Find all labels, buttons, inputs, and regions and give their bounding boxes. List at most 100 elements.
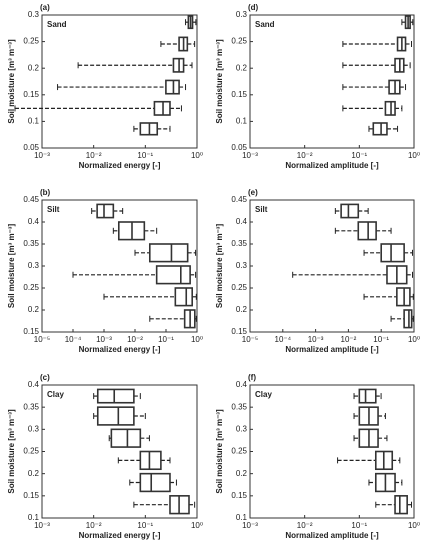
box: [358, 388, 377, 404]
x-tick-label: 10⁰: [191, 521, 203, 530]
x-tick-label: 10⁻³: [34, 151, 50, 160]
y-tick-label: 0.15: [231, 491, 247, 500]
y-tick-label: 0.1: [236, 513, 248, 522]
y-tick-label: 0.3: [28, 424, 40, 433]
y-tick-label: 0.4: [28, 217, 40, 226]
y-tick-label: 0.25: [231, 283, 247, 292]
panel-title: (a): [40, 3, 50, 12]
x-axis-label: Normalized energy [-]: [79, 161, 161, 170]
x-tick-label: 10⁻⁴: [65, 335, 82, 344]
y-tick-label: 0.25: [231, 447, 247, 456]
x-tick-label: 10⁻²: [86, 151, 102, 160]
y-axis-label: Soil moisture [m³ m⁻³]: [7, 409, 16, 494]
y-tick-label: 0.35: [23, 239, 39, 248]
y-tick-label: 0.4: [28, 380, 40, 389]
y-tick-label: 0.25: [23, 37, 39, 46]
panel-title: (c): [40, 373, 50, 382]
y-tick-label: 0.2: [28, 63, 40, 72]
y-tick-label: 0.1: [28, 117, 40, 126]
x-tick-label: 10⁰: [408, 335, 420, 344]
x-tick-label: 10⁻⁵: [34, 335, 50, 344]
x-tick-label: 10⁻¹: [137, 521, 153, 530]
x-axis-label: Normalized energy [-]: [79, 531, 161, 540]
y-tick-label: 0.2: [236, 63, 248, 72]
x-tick-label: 10⁰: [191, 335, 203, 344]
x-tick-label: 10⁻¹: [137, 151, 153, 160]
panel-title: (f): [248, 373, 256, 382]
box: [110, 428, 142, 448]
y-tick-label: 0.25: [231, 37, 247, 46]
box: [153, 100, 171, 116]
box: [139, 472, 171, 493]
y-axis-label: Soil moisture [m³ m⁻³]: [7, 39, 16, 124]
y-tick-label: 0.15: [231, 327, 247, 336]
x-tick-label: 10⁻¹: [351, 151, 367, 160]
y-tick-label: 0.15: [231, 90, 247, 99]
x-tick-label: 10⁻³: [96, 335, 112, 344]
box: [96, 388, 135, 404]
y-tick-label: 0.25: [23, 283, 39, 292]
y-tick-label: 0.3: [236, 261, 248, 270]
x-tick-label: 10⁻²: [86, 521, 102, 530]
y-tick-label: 0.35: [231, 402, 247, 411]
y-tick-label: 0.15: [23, 491, 39, 500]
y-tick-label: 0.45: [231, 195, 247, 204]
box: [96, 406, 135, 426]
y-tick-label: 0.3: [28, 261, 40, 270]
x-tick-label: 10⁻³: [34, 521, 50, 530]
x-axis-label: Normalized energy [-]: [79, 345, 161, 354]
x-tick-label: 10⁻³: [308, 335, 324, 344]
box: [357, 221, 377, 241]
y-tick-label: 0.45: [23, 195, 39, 204]
box: [155, 265, 191, 285]
x-tick-label: 10⁰: [408, 521, 420, 530]
y-tick-label: 0.25: [23, 447, 39, 456]
x-tick-label: 10⁻¹: [373, 335, 389, 344]
y-tick-label: 0.1: [236, 117, 248, 126]
x-axis-label: Normalized amplitude [-]: [285, 531, 379, 540]
x-tick-label: 10⁻⁴: [275, 335, 292, 344]
y-tick-label: 0.4: [236, 217, 248, 226]
x-tick-label: 10⁻²: [297, 151, 313, 160]
box: [165, 79, 180, 95]
y-tick-label: 0.2: [28, 469, 40, 478]
x-tick-label: 10⁻²: [127, 335, 143, 344]
y-axis-label: Soil moisture [m³ m⁻³]: [215, 39, 224, 124]
panel-label: Clay: [255, 390, 272, 399]
box: [340, 203, 360, 219]
box: [174, 287, 193, 307]
x-tick-label: 10⁻¹: [158, 335, 174, 344]
panel-label: Silt: [255, 205, 268, 214]
y-axis-label: Soil moisture [m³ m⁻³]: [215, 409, 224, 494]
panel-title: (b): [40, 188, 51, 197]
y-tick-label: 0.05: [23, 143, 39, 152]
x-tick-label: 10⁻⁵: [242, 335, 258, 344]
panel-label: Silt: [47, 205, 60, 214]
box: [403, 309, 413, 329]
x-axis-label: Normalized amplitude [-]: [285, 161, 379, 170]
y-axis-label: Soil moisture [m³ m⁻³]: [7, 224, 16, 309]
panel-title: (d): [248, 3, 259, 12]
panel-label: Clay: [47, 390, 64, 399]
plot-area: [41, 14, 198, 149]
y-tick-label: 0.2: [236, 469, 248, 478]
y-tick-label: 0.05: [231, 143, 247, 152]
y-tick-label: 0.35: [23, 402, 39, 411]
y-tick-label: 0.2: [28, 305, 40, 314]
y-tick-label: 0.3: [28, 10, 40, 19]
y-axis-label: Soil moisture [m³ m⁻³]: [215, 224, 224, 309]
panel-label: Sand: [47, 20, 67, 29]
box: [394, 495, 408, 515]
x-tick-label: 10⁻³: [242, 521, 258, 530]
x-tick-label: 10⁻²: [341, 335, 357, 344]
x-tick-label: 10⁰: [191, 151, 203, 160]
x-axis-label: Normalized amplitude [-]: [285, 345, 379, 354]
x-tick-label: 10⁻³: [242, 151, 258, 160]
y-tick-label: 0.3: [236, 10, 248, 19]
x-tick-label: 10⁻²: [297, 521, 313, 530]
plot-area: [41, 384, 198, 519]
x-tick-label: 10⁻¹: [351, 521, 367, 530]
box: [139, 450, 162, 471]
box: [380, 243, 405, 263]
